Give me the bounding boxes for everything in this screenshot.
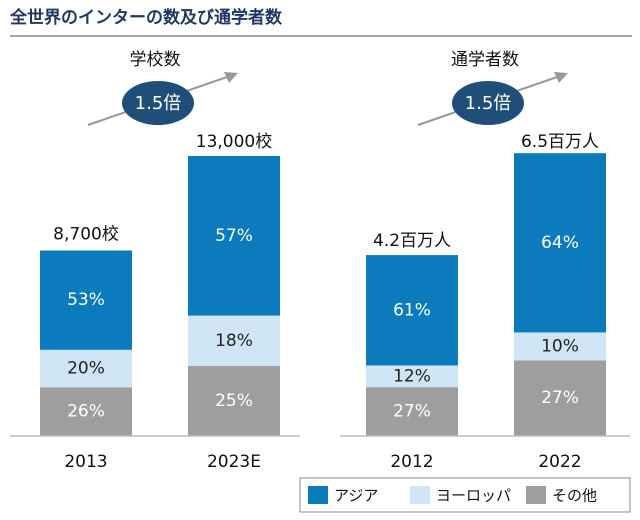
value-label: 53% <box>67 290 105 310</box>
legend-label: その他 <box>552 487 597 505</box>
value-label: 57% <box>215 226 253 246</box>
total-label: 13,000校 <box>196 132 272 152</box>
bar-segment <box>366 365 458 388</box>
value-label: 27% <box>393 402 431 422</box>
value-label: 25% <box>215 391 253 411</box>
value-label: 27% <box>541 388 579 408</box>
arrow-head <box>554 72 568 83</box>
growth-badge <box>122 81 194 125</box>
chart-subtitle: 学校数 <box>130 50 181 70</box>
growth-label: 1.5倍 <box>135 93 182 114</box>
bar-segment <box>188 156 280 316</box>
value-label: 26% <box>67 402 105 422</box>
bar-segment <box>366 387 458 436</box>
total-label: 8,700校 <box>53 225 119 245</box>
bar-segment <box>514 332 606 361</box>
x-tick-label: 2022 <box>538 452 581 472</box>
value-label: 64% <box>541 233 579 253</box>
legend-label: アジア <box>334 487 378 505</box>
legend-label: ヨーロッパ <box>436 487 511 505</box>
value-label: 20% <box>67 359 105 379</box>
bar-segment <box>188 315 280 366</box>
x-tick-label: 2023E <box>207 452 261 472</box>
value-label: 18% <box>215 331 253 351</box>
chart-subtitle: 通学者数 <box>451 50 519 70</box>
growth-badge <box>452 81 524 125</box>
bar-segment <box>40 349 132 388</box>
value-label: 12% <box>393 366 431 386</box>
arrow-head <box>224 72 238 83</box>
x-tick-label: 2013 <box>64 452 107 472</box>
bar-segment <box>40 387 132 436</box>
bar-segment <box>188 366 280 436</box>
x-tick-label: 2012 <box>390 452 433 472</box>
legend-swatch <box>410 486 430 504</box>
value-label: 10% <box>541 336 579 356</box>
value-label: 61% <box>393 300 431 320</box>
total-label: 4.2百万人 <box>373 231 451 251</box>
legend-swatch <box>526 486 546 504</box>
bar-segment <box>514 360 606 436</box>
legend-swatch <box>308 486 328 504</box>
bar-segment <box>40 250 132 350</box>
legend-box <box>299 477 631 513</box>
bar-segment <box>366 255 458 366</box>
page-title: 全世界のインターの数及び通学者数 <box>9 7 283 28</box>
total-label: 6.5百万人 <box>521 132 599 152</box>
bar-segment <box>514 153 606 333</box>
growth-label: 1.5倍 <box>465 93 512 114</box>
